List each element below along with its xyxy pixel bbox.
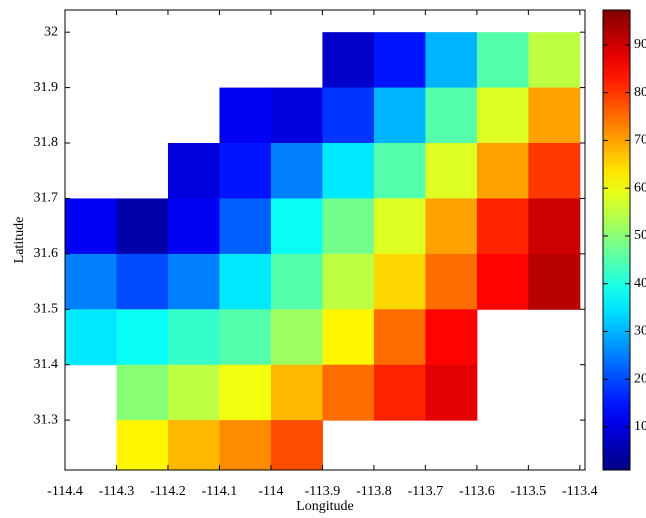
colorbar-tick-label: 70: [634, 133, 646, 148]
heatmap-cell: [322, 143, 375, 199]
plot-frame: [64, 9, 586, 471]
heatmap-cell: [322, 364, 375, 421]
heatmap-cell: [270, 198, 323, 255]
heatmap-cell: [373, 32, 426, 89]
y-tick-label: 31.8: [34, 135, 59, 150]
heatmap-cell: [219, 198, 272, 255]
heatmap-cell: [116, 420, 169, 470]
heatmap-cell: [270, 143, 323, 199]
x-tick-label: -113.4: [562, 484, 598, 499]
heatmap-cell: [270, 420, 323, 470]
heatmap-cell: [528, 198, 581, 255]
heatmap-cell: [322, 253, 375, 310]
heatmap-cell: [528, 253, 581, 310]
heatmap-cell: [476, 32, 529, 89]
heatmap-cell: [425, 309, 478, 366]
heatmap-cell: [167, 198, 220, 255]
heatmap-cell: [65, 309, 117, 366]
y-axis-label: Latitude: [12, 217, 27, 264]
heatmap-cell: [219, 420, 272, 470]
heatmap-cell: [476, 198, 529, 255]
heatmap-cell: [65, 198, 117, 255]
x-tick-label: -113.8: [356, 484, 392, 499]
colorbar-tick-label: 60: [634, 180, 646, 195]
colorbar-tick-label: 80: [634, 85, 646, 100]
heatmap-cell: [270, 309, 323, 366]
heatmap-cell: [373, 309, 426, 366]
heatmap-cell: [116, 309, 169, 366]
heatmap-cell: [167, 420, 220, 470]
colorbar-tick-label: 10: [634, 419, 646, 434]
heatmap-cell: [528, 87, 581, 144]
heatmap-cell: [167, 143, 220, 199]
heatmap-cell: [322, 32, 375, 89]
heatmap-cell: [322, 198, 375, 255]
colorbar-tick-label: 40: [634, 276, 646, 291]
x-tick-label: -114.1: [202, 484, 238, 499]
x-tick-label: -114.2: [150, 484, 186, 499]
heatmap-cell: [476, 253, 529, 310]
heatmap-cell: [219, 364, 272, 421]
heatmap-cell: [167, 364, 220, 421]
heatmap-cell: [167, 309, 220, 366]
heatmap-cell: [425, 364, 478, 421]
x-tick-label: -114: [258, 484, 283, 499]
x-tick-label: -113.7: [408, 484, 444, 499]
heatmap-cell: [270, 364, 323, 421]
heatmap-cell: [528, 32, 581, 89]
y-tick-label: 31.3: [34, 412, 59, 427]
heatmap-cell: [322, 87, 375, 144]
heatmap-cell: [219, 309, 272, 366]
heatmap-cell: [65, 253, 117, 310]
colorbar-tick-label: 20: [634, 371, 646, 386]
colorbar-tick-label: 50: [634, 228, 646, 243]
y-tick-label: 31.6: [34, 246, 59, 261]
y-tick-label: 31.9: [34, 80, 59, 95]
heatmap-cell: [270, 87, 323, 144]
colorbar-tick-label: 90: [634, 37, 646, 52]
heatmap-cell: [219, 87, 272, 144]
heatmap-cell: [476, 87, 529, 144]
heatmap-cell: [373, 364, 426, 421]
heatmap-cell: [476, 143, 529, 199]
heatmap-cell: [425, 143, 478, 199]
y-tick-label: 32: [44, 24, 58, 39]
heatmap-cell: [219, 143, 272, 199]
heatmap-cell: [425, 198, 478, 255]
colorbar: [602, 9, 631, 471]
heatmap-cell: [528, 143, 581, 199]
heatmap-cell: [219, 253, 272, 310]
heatmap-cell: [167, 253, 220, 310]
heatmap-cell: [373, 143, 426, 199]
heatmap-cell: [116, 253, 169, 310]
y-tick-label: 31.5: [34, 301, 59, 316]
heatmap-cell: [425, 87, 478, 144]
x-tick-label: -113.6: [459, 484, 495, 499]
heatmap-cell: [270, 253, 323, 310]
colorbar-tick-label: 30: [634, 324, 646, 339]
heatmap-cell: [322, 309, 375, 366]
heatmap-cell: [425, 32, 478, 89]
heatmap-cell: [373, 253, 426, 310]
heatmap-cells: [65, 32, 581, 470]
heatmap-cell: [425, 253, 478, 310]
y-tick-label: 31.7: [34, 191, 59, 206]
x-axis-label: Longitude: [296, 499, 354, 514]
heatmap-cell: [373, 198, 426, 255]
heatmap-cell: [116, 364, 169, 421]
x-tick-label: -113.9: [305, 484, 341, 499]
x-tick-label: -114.3: [99, 484, 135, 499]
x-tick-label: -113.5: [511, 484, 547, 499]
heatmap-cell: [373, 87, 426, 144]
x-tick-label: -114.4: [47, 484, 83, 499]
heatmap-cell: [116, 198, 169, 255]
y-tick-label: 31.4: [34, 357, 59, 372]
